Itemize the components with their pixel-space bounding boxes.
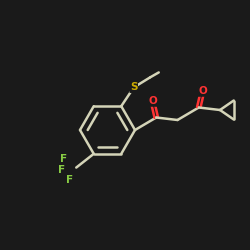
Text: O: O <box>198 86 207 96</box>
Text: F: F <box>66 175 73 185</box>
Text: F: F <box>60 154 67 164</box>
Text: O: O <box>148 96 157 106</box>
Text: S: S <box>130 82 138 92</box>
Text: F: F <box>58 165 65 175</box>
